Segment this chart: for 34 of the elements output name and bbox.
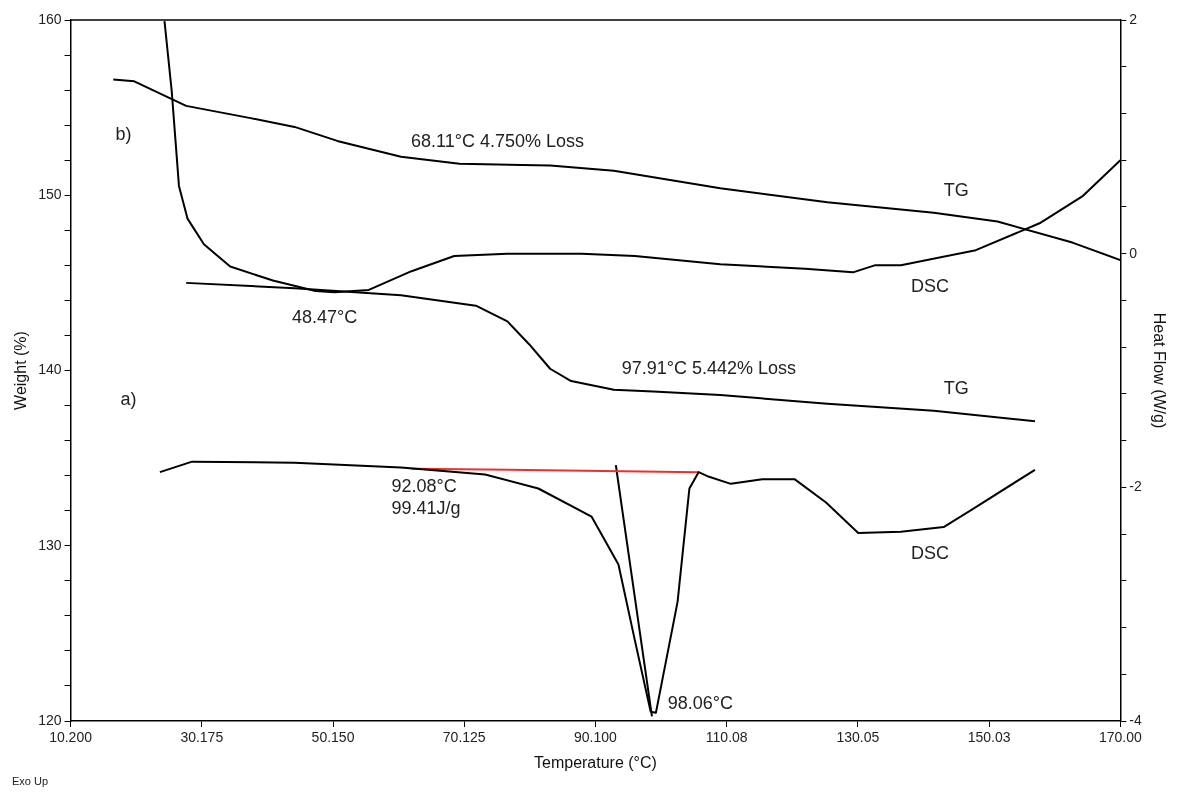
- y-tick-label: 130: [38, 536, 62, 553]
- x-tick-label: 110.08: [705, 729, 748, 746]
- annotation: 98.06°C: [667, 692, 733, 713]
- annotation: 68.11°C 4.750% Loss: [410, 130, 584, 151]
- y-tick-label: 140: [38, 361, 62, 378]
- y2-tick-label: -2: [1129, 478, 1143, 495]
- annotation: 48.47°C: [291, 306, 358, 327]
- y2-axis-title: Heat Flow (W/g): [1150, 312, 1168, 429]
- series-label: TG: [943, 179, 969, 200]
- x-tick-label: 50.150: [311, 729, 355, 746]
- annotation: 99.41J/g: [391, 498, 461, 519]
- y-axis-title: Weight (%): [12, 331, 30, 410]
- x-tick-label: 30.175: [180, 729, 224, 746]
- x-tick-label: 90.100: [574, 729, 618, 746]
- annotation: a): [120, 388, 137, 409]
- y2-tick-label: 2: [1129, 10, 1138, 27]
- y2-tick-label: -4: [1129, 711, 1143, 728]
- x-tick-label: 70.125: [442, 729, 486, 746]
- x-tick-label: 170.00: [1098, 729, 1142, 746]
- series-label: TG: [943, 377, 969, 398]
- x-tick-label: 10.200: [49, 729, 93, 746]
- y-tick-label: 120: [38, 711, 62, 728]
- annotation: 92.08°C: [391, 476, 457, 497]
- y-tick-label: 150: [38, 186, 62, 203]
- x-tick-label: 130.05: [836, 729, 880, 746]
- x-axis-title: Temperature (°C): [534, 753, 657, 771]
- text: Exo Up: [12, 775, 49, 788]
- x-tick-label: 150.03: [967, 729, 1011, 746]
- annotation: b): [115, 123, 132, 144]
- series-label: DSC: [910, 542, 949, 563]
- annotation: 97.91°C 5.442% Loss: [621, 358, 797, 379]
- series-label: DSC: [910, 276, 949, 297]
- y-tick-label: 160: [38, 10, 62, 27]
- y2-tick-label: 0: [1129, 244, 1138, 261]
